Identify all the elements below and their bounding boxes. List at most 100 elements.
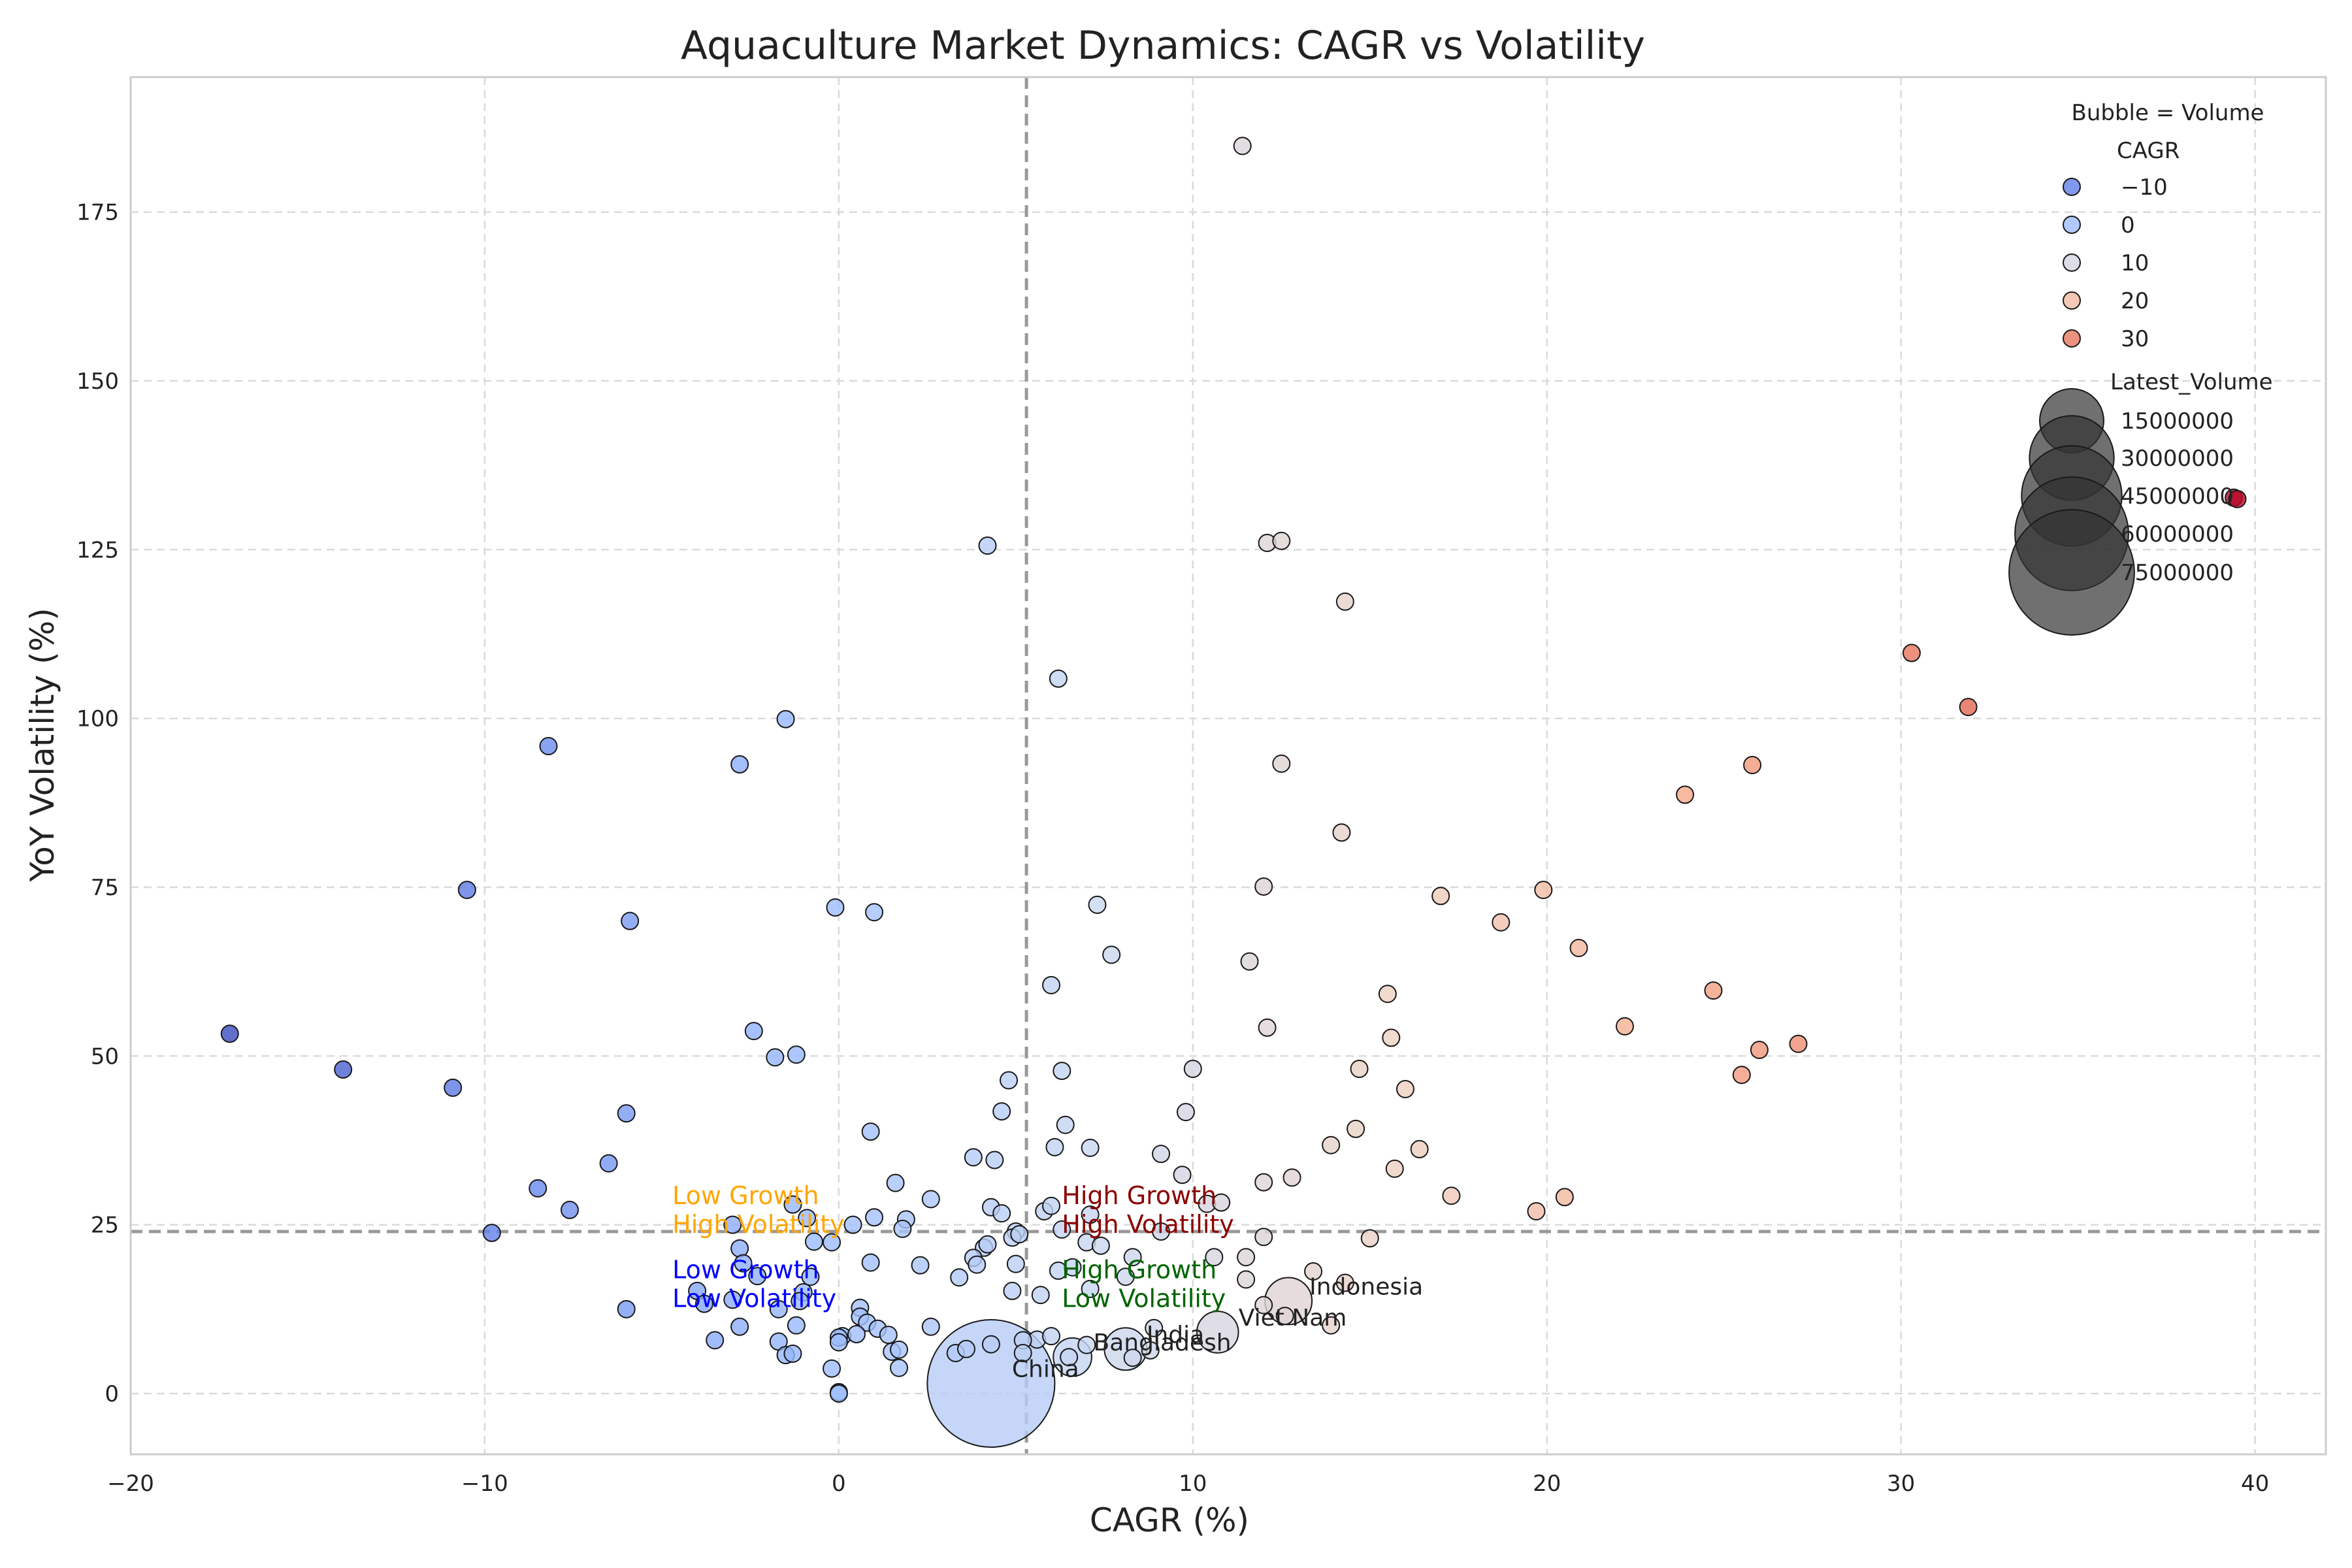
data-point bbox=[890, 1340, 908, 1359]
y-tick-label: 50 bbox=[91, 1043, 119, 1070]
legend-color-label: 0 bbox=[2121, 212, 2135, 238]
quadrant-label: High Growth bbox=[1062, 1181, 1217, 1210]
data-point bbox=[1173, 1166, 1192, 1184]
data-point bbox=[1431, 887, 1450, 906]
legend-color-label: −10 bbox=[2121, 174, 2168, 201]
y-tick-label: 75 bbox=[91, 875, 119, 901]
x-tick-label: −20 bbox=[107, 1471, 154, 1497]
legend-size-label: 15000000 bbox=[2121, 408, 2234, 434]
data-point bbox=[1240, 952, 1259, 971]
data-point bbox=[978, 1235, 997, 1254]
x-tick-label: 30 bbox=[1887, 1471, 1915, 1497]
data-point bbox=[791, 1292, 809, 1311]
legend: Bubble = Volume CAGR −10 0 10 20 30 Latest_Volu… bbox=[2008, 100, 2273, 636]
quadrant-label: Low Growth bbox=[672, 1181, 819, 1210]
data-point bbox=[1959, 698, 1978, 717]
data-point bbox=[706, 1331, 725, 1350]
data-point bbox=[1732, 1066, 1751, 1085]
data-point bbox=[798, 1209, 817, 1228]
data-point bbox=[826, 898, 845, 917]
data-point bbox=[1676, 785, 1695, 804]
legend-color-label: 20 bbox=[2121, 288, 2149, 314]
x-tick-label: 0 bbox=[832, 1471, 846, 1497]
data-point bbox=[599, 1154, 618, 1173]
data-point bbox=[921, 1317, 940, 1336]
data-point bbox=[1442, 1186, 1461, 1205]
data-point bbox=[1335, 592, 1354, 611]
quadrant-label: High Volatility bbox=[672, 1210, 845, 1239]
y-tick-label: 25 bbox=[91, 1213, 119, 1239]
data-point bbox=[964, 1148, 983, 1167]
data-point bbox=[1347, 1119, 1365, 1138]
data-point bbox=[823, 1359, 841, 1378]
data-point bbox=[1750, 1041, 1769, 1060]
data-point bbox=[1013, 1344, 1032, 1362]
x-tick-label: 40 bbox=[2241, 1471, 2269, 1497]
data-point bbox=[829, 1384, 848, 1403]
data-point bbox=[1282, 1168, 1301, 1187]
data-point bbox=[921, 1190, 940, 1209]
data-point bbox=[1360, 1229, 1379, 1248]
data-point bbox=[992, 1204, 1011, 1223]
y-axis-label: YoY Volatility (%) bbox=[24, 608, 61, 882]
data-point bbox=[1123, 1348, 1142, 1367]
data-point bbox=[1254, 1173, 1273, 1192]
data-point bbox=[985, 1151, 1004, 1169]
data-point bbox=[1205, 1248, 1224, 1267]
data-point bbox=[861, 1122, 880, 1141]
data-point bbox=[865, 903, 884, 922]
data-point bbox=[1081, 1279, 1100, 1298]
y-tick-label: 0 bbox=[105, 1381, 119, 1407]
data-point bbox=[1042, 975, 1061, 994]
data-point bbox=[769, 1299, 788, 1318]
data-point bbox=[1176, 1103, 1195, 1122]
data-point bbox=[829, 1333, 848, 1352]
quadrant-label: Low Volatility bbox=[672, 1284, 836, 1313]
chart-title: Aquaculture Market Dynamics: CAGR vs Vol… bbox=[681, 23, 1645, 69]
quadrant-label: High Growth bbox=[1062, 1256, 1217, 1284]
point-label: Viet Nam bbox=[1239, 1305, 1347, 1331]
data-point bbox=[730, 1239, 749, 1258]
data-point bbox=[1196, 1311, 1239, 1354]
data-point bbox=[482, 1224, 501, 1243]
data-point bbox=[617, 1104, 636, 1123]
data-point bbox=[978, 536, 997, 555]
data-point bbox=[621, 911, 640, 930]
y-tick-label: 100 bbox=[76, 706, 119, 732]
data-point bbox=[1042, 1196, 1061, 1215]
y-tick-label: 150 bbox=[76, 368, 119, 395]
data-point bbox=[1615, 1017, 1634, 1036]
data-point bbox=[776, 710, 795, 728]
data-point bbox=[723, 1215, 742, 1234]
data-point bbox=[1258, 1018, 1277, 1037]
data-point bbox=[886, 1173, 905, 1192]
data-point bbox=[617, 1299, 636, 1318]
data-point bbox=[1081, 1138, 1100, 1157]
data-point bbox=[879, 1326, 898, 1345]
data-point bbox=[1378, 985, 1397, 1004]
data-point bbox=[783, 1345, 802, 1364]
data-point bbox=[865, 1208, 884, 1227]
data-point bbox=[539, 737, 558, 756]
legend-size-marker bbox=[2008, 509, 2135, 636]
point-label: Indonesia bbox=[1309, 1273, 1423, 1300]
data-point bbox=[956, 1339, 975, 1358]
x-axis-label: CAGR (%) bbox=[1090, 1501, 1249, 1539]
data-point bbox=[950, 1268, 969, 1287]
data-point bbox=[730, 755, 749, 774]
data-point bbox=[2228, 489, 2247, 508]
data-point bbox=[823, 1233, 841, 1252]
legend-size-label: 30000000 bbox=[2121, 446, 2234, 472]
data-point bbox=[1183, 1059, 1202, 1078]
data-point bbox=[1233, 137, 1252, 155]
data-point bbox=[1254, 1228, 1273, 1247]
data-point bbox=[748, 1267, 767, 1286]
data-point bbox=[734, 1254, 753, 1273]
data-point bbox=[981, 1335, 1000, 1354]
data-point bbox=[744, 1022, 763, 1041]
